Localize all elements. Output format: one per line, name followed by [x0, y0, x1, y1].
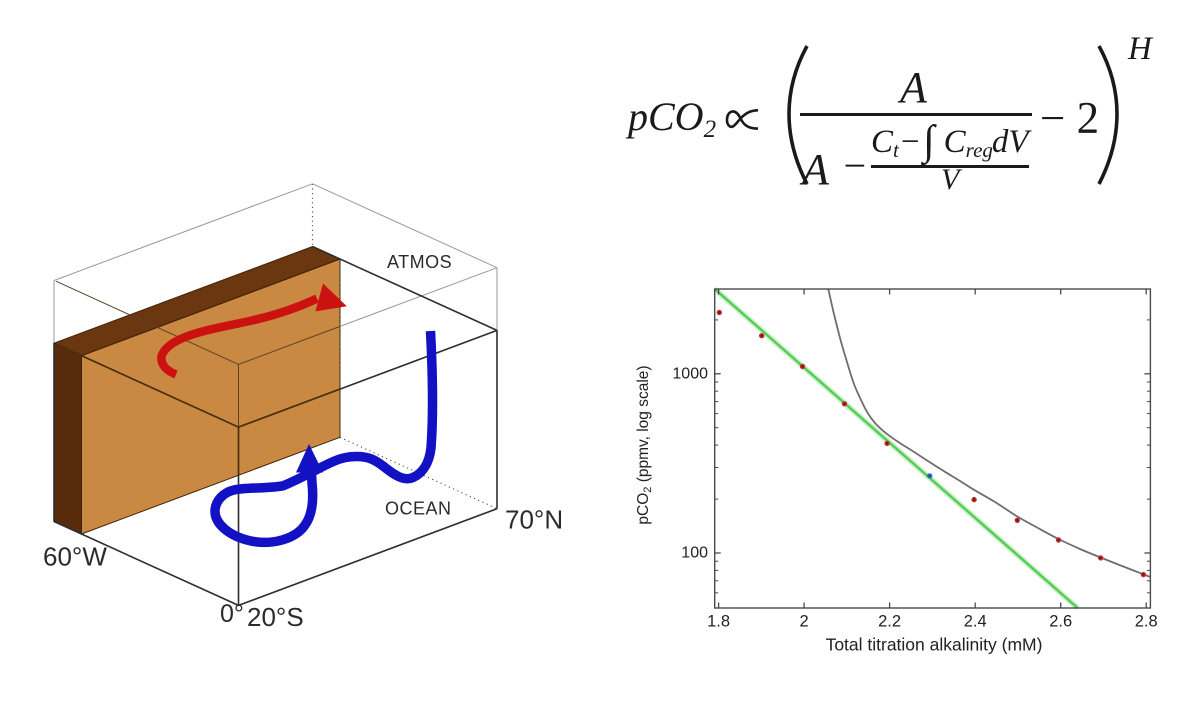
svg-text:2.2: 2.2: [878, 613, 901, 631]
svg-text:OCEAN: OCEAN: [385, 499, 452, 519]
svg-text:2.4: 2.4: [964, 613, 987, 631]
svg-text:0°: 0°: [220, 600, 244, 628]
svg-text:1000: 1000: [672, 366, 708, 383]
svg-text:2.8: 2.8: [1135, 613, 1158, 631]
svg-text:1.8: 1.8: [707, 613, 730, 631]
svg-text:2.6: 2.6: [1049, 613, 1072, 631]
svg-text:ATMOS: ATMOS: [387, 252, 452, 272]
svg-text:100: 100: [681, 545, 708, 562]
svg-text:pCO2 (ppmv, log scale): pCO2 (ppmv, log scale): [635, 365, 654, 524]
svg-text:70°N: 70°N: [505, 505, 563, 535]
svg-text:20°S: 20°S: [247, 602, 304, 632]
svg-text:Total titration alkalinity (mM: Total titration alkalinity (mM): [826, 635, 1043, 655]
svg-text:60°W: 60°W: [43, 542, 107, 572]
svg-text:2: 2: [800, 613, 809, 631]
